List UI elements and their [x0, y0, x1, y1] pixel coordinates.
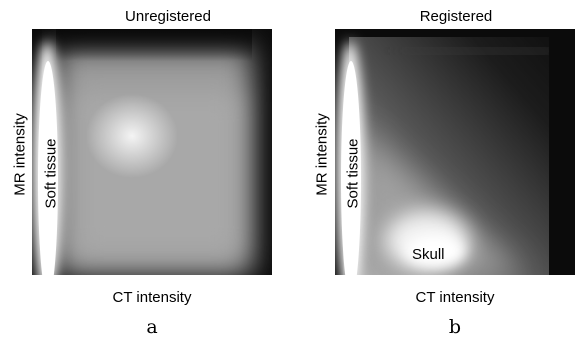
panel-b-ylabel: MR intensity	[313, 113, 331, 196]
panel-a-xlabel: CT intensity	[112, 289, 192, 306]
panel-b-sublabel: b	[448, 316, 462, 338]
panel-b-histogram	[335, 29, 575, 275]
panel-b-histogram-image	[335, 29, 575, 275]
panel-b-soft-tissue-label: Soft tissue	[344, 138, 362, 209]
panel-a-histogram-image	[32, 29, 272, 275]
panel-b-xlabel: CT intensity	[415, 289, 495, 306]
panel-b-title: Registered	[419, 8, 493, 25]
panel-a-histogram	[32, 29, 272, 275]
panel-a-sublabel: a	[146, 316, 158, 338]
panel-b-skull-label: Skull	[412, 246, 445, 263]
panel-a-title: Unregistered	[125, 8, 211, 25]
panel-a-ylabel: MR intensity	[11, 113, 29, 196]
panel-a-soft-tissue-label: Soft tissue	[42, 138, 60, 209]
